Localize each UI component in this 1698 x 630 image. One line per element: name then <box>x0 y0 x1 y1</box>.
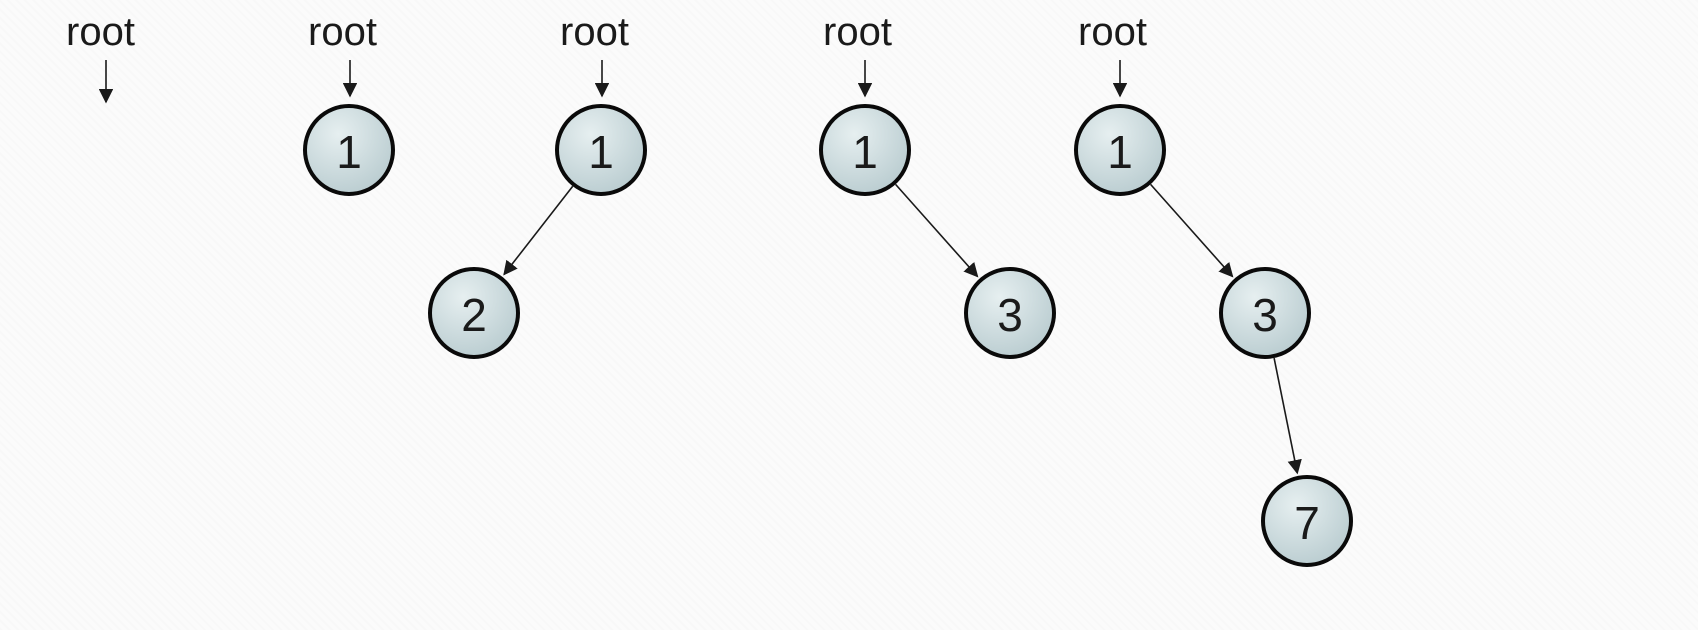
tree-node-label: 1 <box>1107 126 1133 178</box>
tree-node: 1 <box>557 106 645 194</box>
tree-node: 1 <box>1076 106 1164 194</box>
root-label: root <box>560 10 629 54</box>
tree-node-label: 2 <box>461 289 487 341</box>
tree-node: 7 <box>1263 477 1351 565</box>
tree-node: 3 <box>966 269 1054 357</box>
tree-node: 3 <box>1221 269 1309 357</box>
root-label: root <box>823 10 892 54</box>
tree-node-label: 1 <box>852 126 878 178</box>
tree-edge <box>1274 358 1297 473</box>
tree-edge <box>504 186 573 274</box>
tree-node: 2 <box>430 269 518 357</box>
tree-edge <box>1151 184 1233 276</box>
tree-node: 1 <box>821 106 909 194</box>
tree-node: 1 <box>305 106 393 194</box>
root-arrows-layer <box>106 60 1120 102</box>
edges-layer <box>504 184 1297 473</box>
tree-diagram: 1 1 2 1 3 1 3 7 root root root root root <box>0 0 1698 630</box>
tree-node-label: 3 <box>997 289 1023 341</box>
root-label: root <box>308 10 377 54</box>
tree-node-label: 7 <box>1294 497 1320 549</box>
tree-node-label: 1 <box>336 126 362 178</box>
tree-edge <box>896 184 978 276</box>
nodes-layer: 1 1 2 1 3 1 3 7 <box>305 106 1351 565</box>
tree-node-label: 1 <box>588 126 614 178</box>
root-labels-layer: root root root root root <box>66 10 1147 54</box>
root-label: root <box>1078 10 1147 54</box>
root-label: root <box>66 10 135 54</box>
tree-node-label: 3 <box>1252 289 1278 341</box>
